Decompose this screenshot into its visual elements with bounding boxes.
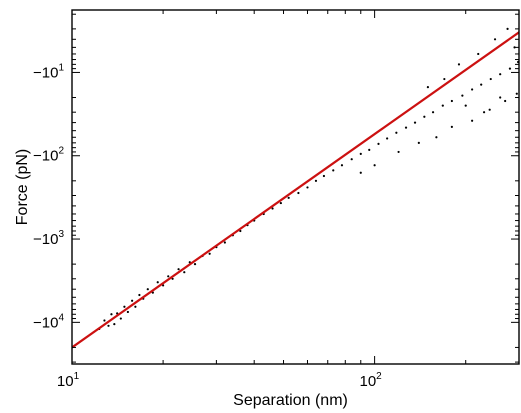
data-point bbox=[119, 317, 122, 320]
data-point bbox=[279, 201, 282, 205]
data-point bbox=[504, 99, 507, 103]
data-point bbox=[506, 27, 509, 30]
data-point bbox=[123, 305, 126, 308]
data-point bbox=[397, 150, 400, 154]
data-point bbox=[377, 142, 380, 145]
x-axis-label: Separation (nm) bbox=[233, 392, 348, 409]
data-point bbox=[493, 38, 497, 41]
data-point bbox=[431, 111, 435, 114]
data-point bbox=[340, 164, 344, 167]
y-tick-label: −101 bbox=[33, 62, 64, 81]
data-point bbox=[395, 131, 398, 134]
data-point bbox=[471, 119, 474, 122]
data-point bbox=[489, 77, 492, 81]
data-point bbox=[368, 148, 371, 151]
data-point bbox=[177, 268, 180, 271]
data-point bbox=[193, 263, 197, 266]
y-axis: −101 −102 −103 −104 bbox=[33, 13, 519, 363]
data-point bbox=[417, 141, 420, 144]
data-point bbox=[297, 191, 300, 195]
data-point bbox=[426, 86, 429, 89]
data-point bbox=[156, 281, 159, 284]
y-axis-label: Force (pN) bbox=[14, 149, 31, 225]
data-point bbox=[332, 169, 335, 172]
data-point bbox=[183, 271, 186, 274]
data-point bbox=[138, 293, 141, 297]
data-point bbox=[134, 305, 137, 308]
data-point bbox=[167, 275, 170, 278]
data-point bbox=[350, 158, 353, 161]
data-point bbox=[271, 207, 274, 210]
data-point bbox=[413, 121, 417, 124]
data-point bbox=[359, 152, 362, 155]
data-point bbox=[464, 104, 467, 107]
data-point bbox=[113, 323, 116, 326]
data-point bbox=[480, 83, 483, 86]
data-point bbox=[443, 77, 446, 81]
x-tick-label: 102 bbox=[359, 371, 382, 390]
data-point bbox=[126, 310, 129, 314]
data-point bbox=[322, 174, 326, 178]
data-point bbox=[499, 96, 502, 99]
data-point bbox=[208, 252, 211, 255]
data-point bbox=[482, 111, 486, 114]
x-tick-label: 101 bbox=[57, 371, 80, 390]
data-point bbox=[107, 324, 110, 327]
data-point bbox=[515, 92, 518, 95]
data-point bbox=[306, 186, 309, 189]
data-point bbox=[223, 241, 226, 244]
data-point bbox=[423, 115, 426, 118]
data-point bbox=[103, 319, 106, 322]
data-point bbox=[499, 73, 502, 76]
data-point bbox=[488, 108, 491, 111]
data-point bbox=[461, 94, 464, 97]
fit-line bbox=[71, 31, 520, 349]
y-tick-label: −104 bbox=[33, 312, 64, 331]
data-point bbox=[287, 196, 290, 199]
data-point bbox=[513, 46, 516, 49]
y-tick-label: −103 bbox=[33, 229, 64, 248]
data-point bbox=[386, 137, 389, 140]
data-point bbox=[373, 164, 376, 167]
data-point bbox=[450, 99, 453, 103]
data-point bbox=[314, 179, 318, 182]
data-point bbox=[110, 313, 113, 316]
data-point bbox=[450, 125, 453, 128]
plot-frame bbox=[71, 9, 520, 365]
data-point bbox=[131, 299, 134, 302]
y-tick-label: −102 bbox=[33, 146, 64, 165]
data-point bbox=[359, 171, 362, 174]
data-point bbox=[471, 88, 474, 91]
data-point bbox=[146, 288, 149, 291]
data-point bbox=[404, 126, 408, 129]
x-axis: 101 102 bbox=[57, 10, 520, 390]
data-point bbox=[441, 104, 444, 107]
data-point bbox=[477, 52, 480, 56]
data-point bbox=[457, 63, 461, 66]
data-point bbox=[435, 136, 438, 139]
data-point bbox=[508, 67, 512, 70]
